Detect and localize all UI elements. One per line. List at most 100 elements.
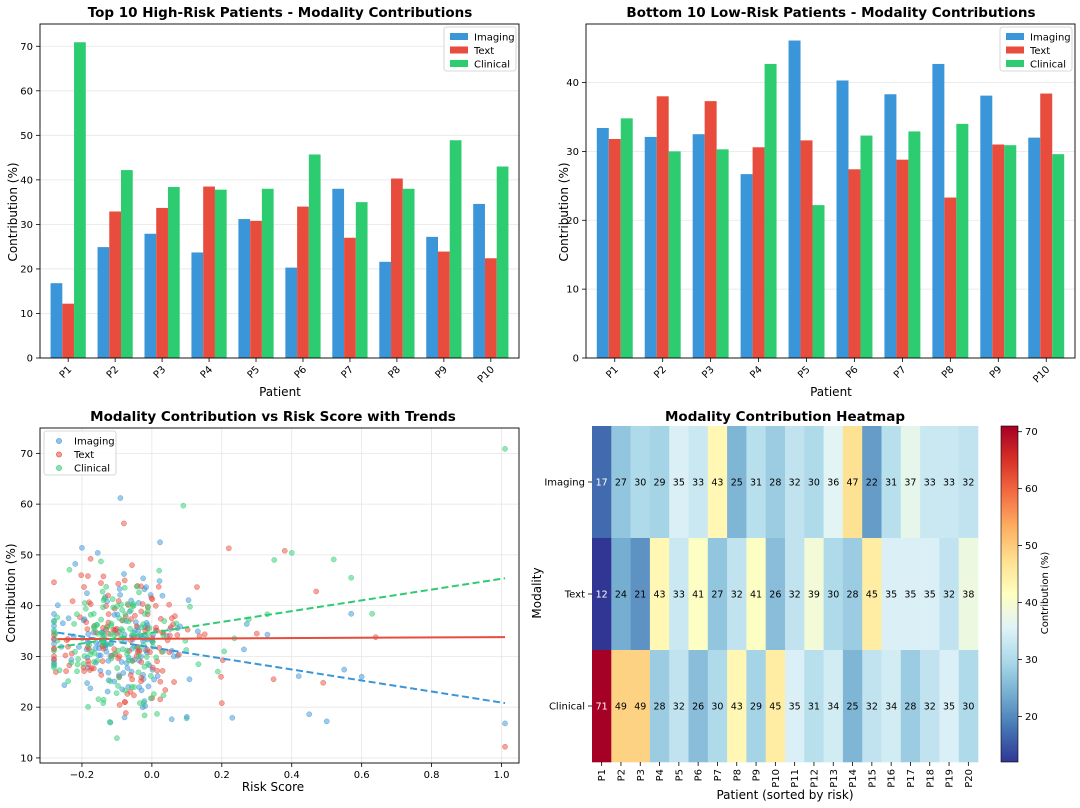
bar-clinical-p9 [449, 140, 462, 358]
heatmap-cell-value: 30 [711, 702, 723, 713]
column-label-p16: P16 [887, 769, 898, 788]
heatmap-cell-value: 35 [673, 478, 685, 489]
scatter-point-text [115, 580, 122, 587]
colorbar-tick-label: 50 [1025, 541, 1038, 552]
scatter-point-imaging [87, 685, 94, 692]
y-tick-label: 20 [20, 703, 33, 714]
heatmap-cell-text-p2 [611, 538, 631, 651]
heatmap-cell-imaging-p13 [823, 426, 844, 539]
heatmap-cell-imaging-p11 [785, 426, 805, 539]
heatmap-cell-imaging-p8 [727, 426, 747, 539]
legend-box [43, 430, 117, 476]
scatter-point-clinical [82, 605, 89, 612]
scatter-point-imaging [140, 575, 146, 582]
bar-text-p3 [156, 207, 168, 358]
column-label-p7: P7 [713, 769, 724, 781]
heatmap-cell-clinical-p6 [688, 650, 709, 763]
x-tick-label: 1.0 [494, 770, 510, 781]
y-tick-label: 30 [20, 652, 33, 663]
bar-clinical-p4 [764, 63, 777, 359]
scatter-point-text [62, 652, 69, 659]
scatter-point-text [122, 710, 129, 716]
heatmap-cell-value: 36 [827, 478, 839, 489]
bar-imaging-p8 [379, 261, 392, 358]
scatter-point-text [63, 668, 69, 674]
column-label-p12: P12 [809, 769, 820, 788]
heatmap-cell-text-p19 [939, 538, 959, 651]
scatter-point-clinical [74, 611, 80, 618]
heatmap-cell-clinical-p1 [592, 650, 612, 763]
scatter-point-text [157, 678, 164, 685]
y-tick-label: 50 [20, 131, 33, 142]
scatter-point-clinical [104, 625, 110, 631]
scatter-point-clinical [94, 630, 101, 637]
heatmap-cell-value: 33 [692, 478, 704, 489]
heatmap-cell-value: 26 [769, 590, 781, 601]
scatter-point-clinical [115, 683, 121, 689]
scatter-point-clinical [80, 661, 87, 667]
legend-label-clinical: Clinical [1030, 60, 1066, 71]
scatter-point-text [105, 611, 112, 617]
heatmap-cell-value: 37 [904, 478, 916, 489]
heatmap-cell-value: 30 [634, 478, 646, 489]
x-tick-label: P3 [700, 364, 717, 381]
heatmap-cell-value: 41 [750, 590, 762, 601]
heatmap-cell-text-p5 [669, 538, 689, 651]
scatter-point-clinical [109, 596, 116, 602]
legend: Imaging Text Clinical [43, 430, 117, 476]
bar-text-p8 [391, 178, 403, 358]
scatter-point-imaging [154, 673, 161, 679]
legend-swatch-clinical [450, 60, 468, 67]
heatmap-cell-value: 45 [866, 590, 878, 601]
chart1-xlabel: Patient [259, 385, 301, 399]
y-tick-label: 10 [566, 285, 579, 296]
scatter-point-imaging [65, 615, 72, 622]
scatter-point-imaging [117, 592, 123, 598]
heatmap-cell-value: 30 [808, 478, 820, 489]
legend-label-clinical: Clinical [74, 464, 110, 475]
scatter-point-clinical [124, 601, 131, 607]
scatter-point-clinical [90, 624, 97, 631]
heatmap-cell-value: 30 [827, 590, 839, 601]
heatmap-cell-text-p9 [746, 538, 766, 651]
x-tick-label: P7 [340, 364, 357, 381]
chart4-xlabel: Patient (sorted by risk) [716, 788, 853, 802]
scatter-point-clinical [74, 668, 80, 675]
scatter-point-imaging [295, 673, 302, 680]
scatter-point-clinical [87, 651, 94, 658]
legend: Imaging Text Clinical [443, 26, 517, 72]
scatter-point-clinical [81, 600, 88, 606]
heatmap-cell-value: 32 [866, 702, 878, 713]
heatmap-cell-value: 30 [962, 702, 974, 713]
scatter-point-clinical [122, 687, 128, 694]
scatter-point-clinical [141, 712, 148, 719]
scatter-point-clinical [330, 556, 337, 563]
y-tick-label: 30 [20, 220, 33, 231]
scatter-point-clinical [81, 653, 88, 659]
x-tick-label: P5 [796, 364, 813, 381]
scatter-point-text [502, 743, 508, 750]
column-label-p18: P18 [925, 769, 936, 788]
scatter-point-imaging [116, 586, 123, 592]
bar-clinical-p1 [74, 42, 86, 358]
x-tick-label: 0.2 [214, 770, 230, 781]
x-tick-label: P2 [105, 364, 122, 381]
scatter-point-clinical [116, 674, 122, 681]
heatmap-cell-value: 28 [904, 702, 916, 713]
scatter-point-imaging [341, 666, 348, 673]
scatter-point-clinical [161, 618, 168, 624]
scatter-point-clinical [122, 611, 129, 618]
heatmap-cell-value: 32 [789, 478, 801, 489]
heatmap-cell-value: 28 [847, 590, 859, 601]
scatter-point-text [51, 579, 57, 586]
bar-clinical-p6 [308, 154, 321, 358]
bar-clinical-p5 [261, 188, 274, 358]
bar-imaging-p8 [932, 63, 945, 359]
x-tick-label: P4 [199, 364, 216, 381]
heatmap-cell-imaging-p19 [939, 426, 959, 539]
scatter-point-text [105, 592, 111, 599]
scatter-point-text [201, 631, 208, 638]
heatmap-cell-imaging-p2 [611, 426, 631, 539]
y-tick-label: 40 [20, 175, 33, 186]
heatmap-cell-clinical-p3 [630, 650, 651, 763]
